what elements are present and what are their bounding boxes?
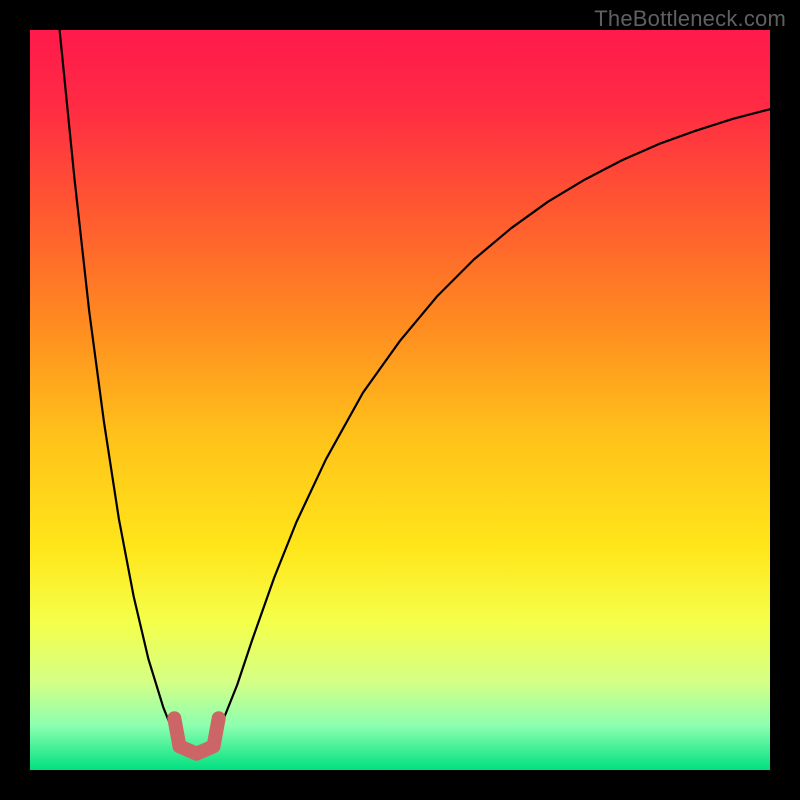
bottleneck-curve-chart (30, 30, 770, 770)
chart-container: TheBottleneck.com (0, 0, 800, 800)
gradient-background (30, 30, 770, 770)
watermark-text: TheBottleneck.com (594, 6, 786, 32)
plot-area (30, 30, 770, 770)
